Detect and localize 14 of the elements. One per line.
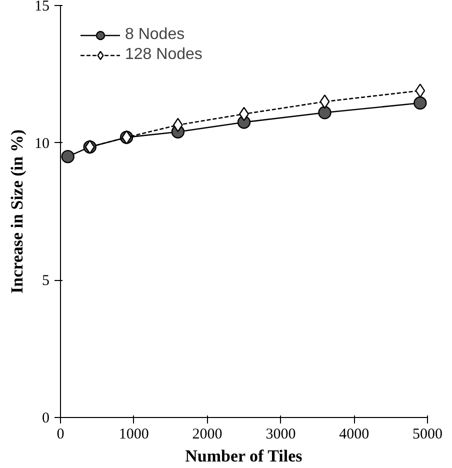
x-tick-label: 2000 (192, 426, 222, 442)
y-tick-label: 10 (34, 136, 50, 152)
x-tick-label: 3000 (266, 426, 296, 442)
x-tick-label: 4000 (339, 426, 370, 442)
x-tick-label: 0 (56, 426, 64, 442)
y-tick-label: 0 (42, 410, 50, 426)
legend-label: 8 Nodes (125, 26, 185, 44)
y-tick-label: 5 (42, 273, 50, 290)
x-tick-label: 5000 (412, 426, 442, 442)
y-axis-title: Increase in Size (in %) (8, 129, 26, 294)
y-tick-label: 15 (34, 0, 50, 14)
x-tick-label: 1000 (118, 426, 149, 442)
legend-label: 128 Nodes (125, 46, 202, 64)
x-axis-title: Number of Tiles (185, 446, 303, 466)
